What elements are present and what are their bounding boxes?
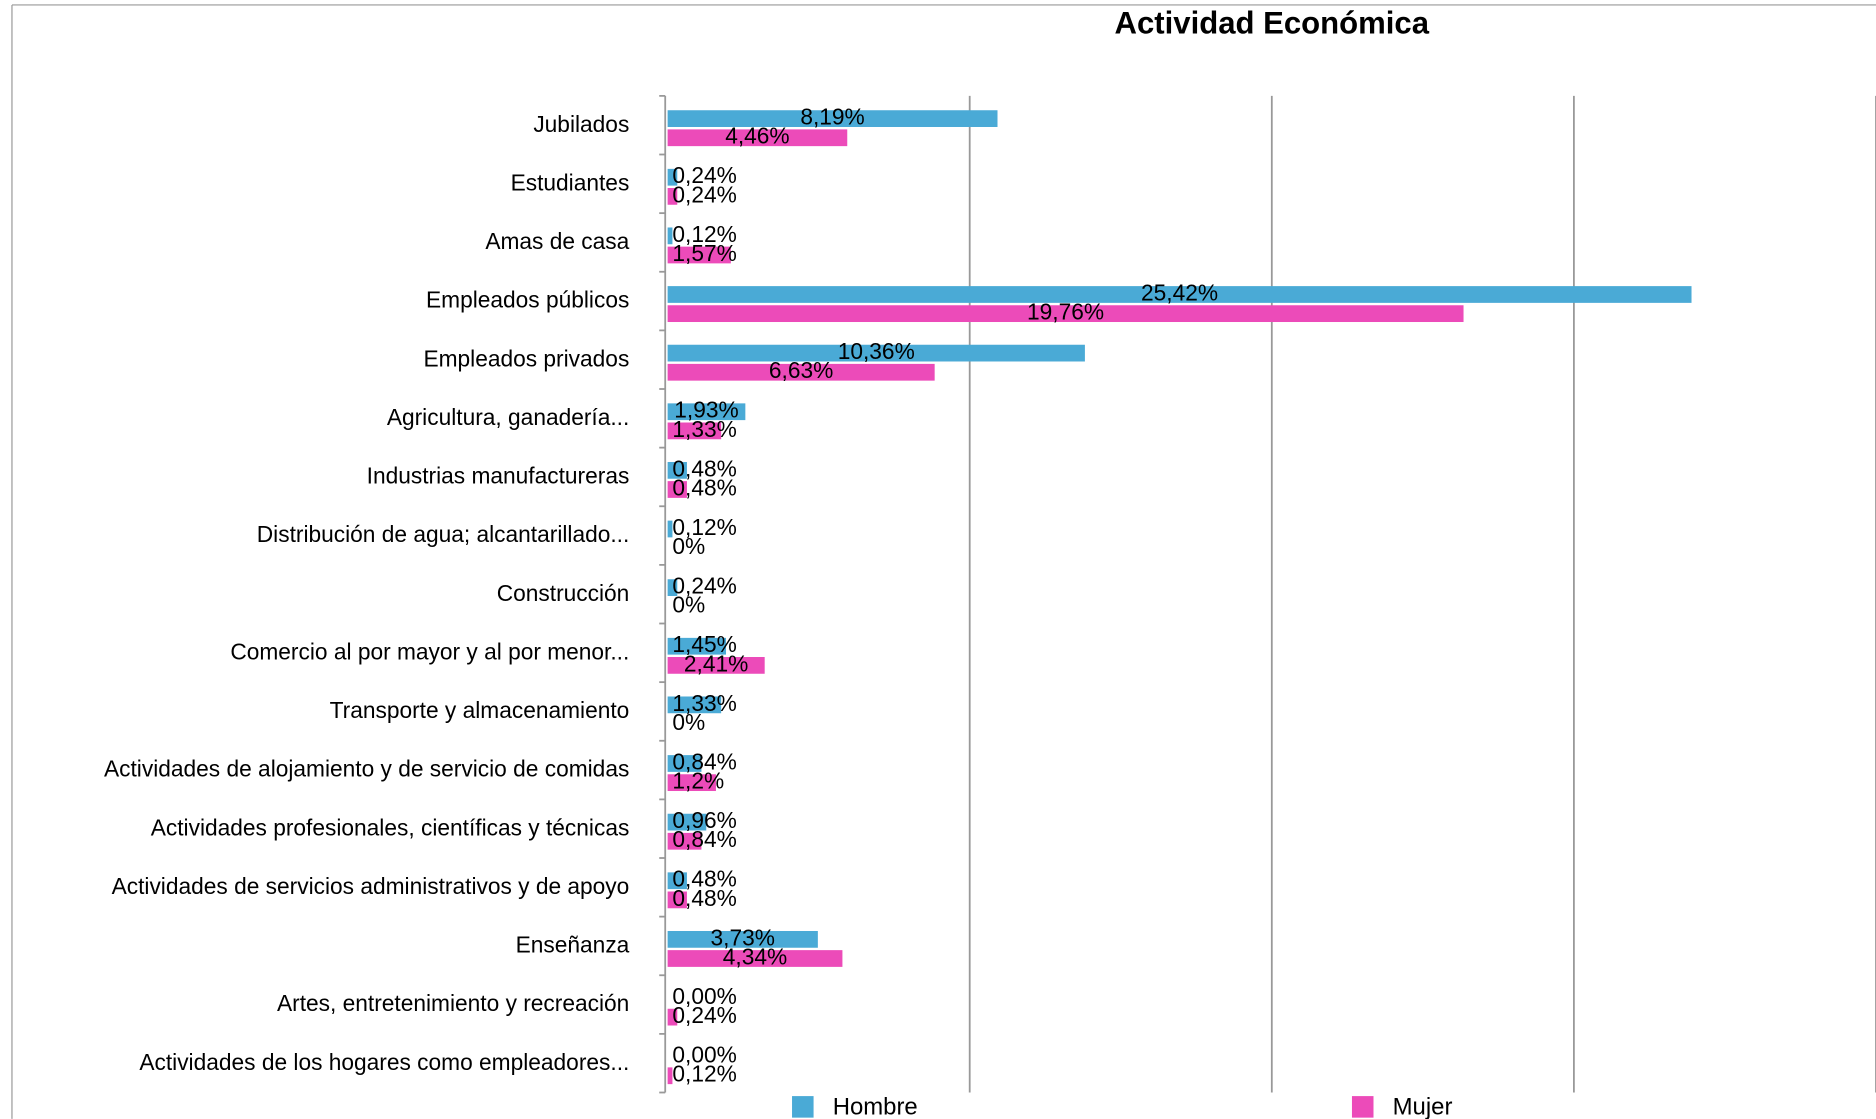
bar (667, 755, 702, 772)
bar (667, 246, 731, 264)
bar (667, 813, 707, 831)
legend-swatch (792, 1096, 814, 1118)
value-label: 1,45% (672, 631, 736, 657)
bar (667, 168, 678, 186)
bar (667, 872, 687, 890)
value-label: 0,48% (672, 475, 736, 501)
bar (667, 774, 716, 792)
category-label: Construcción (497, 580, 630, 606)
bar (667, 930, 818, 948)
category-label: Enseñanza (516, 932, 630, 958)
bar (667, 1008, 678, 1026)
bar (667, 481, 687, 498)
bar (667, 110, 998, 127)
value-label: 19,76% (1027, 299, 1104, 325)
bar (667, 344, 1085, 362)
category-label: Artes, entretenimiento y recreación (277, 990, 629, 1016)
bar (667, 579, 678, 596)
bar (667, 891, 687, 909)
legend-swatch (1351, 1096, 1374, 1118)
category-label: Distribución de agua; alcantarillado... (257, 521, 630, 547)
value-label: 0,00% (672, 1042, 736, 1068)
value-label: 4,46% (725, 123, 789, 149)
value-label: 0,48% (672, 455, 736, 481)
bar (667, 657, 765, 674)
value-label: 0,48% (672, 885, 736, 911)
value-label: 8,19% (800, 104, 864, 130)
chart-title: Actividad Económica (1115, 6, 1430, 41)
bar (667, 520, 673, 538)
category-label: Comercio al por mayor y al por menor... (230, 638, 629, 664)
bar (667, 363, 935, 381)
category-label: Actividades de los hogares como empleado… (139, 1049, 629, 1075)
value-label: 0,96% (672, 807, 736, 833)
value-label: 0,24% (672, 162, 736, 188)
category-label: Agricultura, ganadería... (387, 404, 629, 430)
value-label: 0,84% (672, 748, 736, 774)
value-label: 0,12% (672, 1061, 736, 1087)
value-label: 0,24% (672, 1002, 736, 1028)
category-label: Industrias manufactureras (367, 463, 630, 489)
value-label: 1,2% (672, 768, 724, 794)
value-label: 1,33% (672, 690, 736, 716)
bar (667, 950, 843, 967)
legend-label: Hombre (833, 1093, 918, 1119)
category-label: Actividades de servicios administrativos… (112, 873, 630, 899)
value-label: 0% (672, 592, 705, 618)
bar (667, 637, 727, 655)
bar (667, 188, 678, 205)
value-label: 3,73% (711, 924, 775, 950)
value-label: 0,24% (672, 573, 736, 599)
bar (667, 1067, 673, 1085)
category-label: Estudiantes (511, 169, 630, 195)
value-label: 0,84% (672, 826, 736, 852)
value-label: 25,42% (1141, 279, 1218, 305)
bar (667, 461, 687, 479)
bar (667, 227, 673, 245)
category-label: Amas de casa (485, 228, 629, 254)
value-label: 4,34% (723, 944, 787, 970)
category-label: Jubilados (533, 111, 629, 137)
value-label: 1,93% (674, 397, 738, 423)
value-label: 0,12% (672, 514, 736, 540)
bar (667, 403, 746, 421)
bar (667, 832, 702, 850)
value-label: 6,63% (769, 357, 833, 383)
bar (667, 696, 722, 714)
bar (667, 305, 1464, 323)
category-label: Transporte y almacenamiento (330, 697, 630, 723)
value-label: 0,00% (672, 983, 736, 1009)
category-label: Actividades profesionales, científicas y… (151, 814, 630, 840)
category-label: Empleados públicos (426, 287, 629, 313)
value-label: 10,36% (838, 338, 915, 364)
category-label: Actividades de alojamiento y de servicio… (104, 756, 629, 782)
value-label: 0,48% (672, 866, 736, 892)
bar (667, 129, 848, 147)
category-label: Empleados privados (423, 345, 629, 371)
value-label: 0% (672, 709, 705, 735)
value-label: 0,24% (672, 181, 736, 207)
bar (667, 422, 722, 440)
value-label: 1,57% (672, 240, 736, 266)
legend-label: Mujer (1393, 1093, 1453, 1119)
value-label: 1,33% (672, 416, 736, 442)
bar (667, 286, 1692, 303)
value-label: 2,41% (684, 650, 748, 676)
value-label: 0% (672, 533, 705, 559)
value-label: 0,12% (672, 221, 736, 247)
